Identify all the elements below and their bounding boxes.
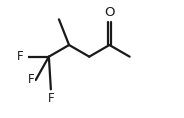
- Text: F: F: [17, 50, 24, 63]
- Text: F: F: [28, 74, 35, 86]
- Text: F: F: [47, 92, 54, 105]
- Text: O: O: [104, 6, 115, 19]
